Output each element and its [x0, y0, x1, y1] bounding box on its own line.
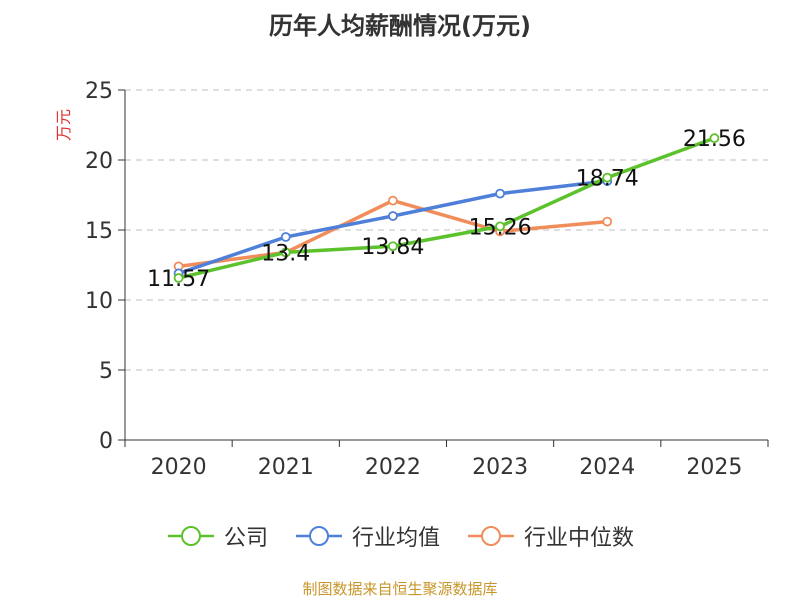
x-tick-label: 2022: [365, 455, 421, 480]
data-point: [709, 133, 720, 144]
y-tick-label: 25: [85, 79, 113, 104]
data-point: [388, 195, 398, 206]
data-point: [602, 172, 613, 183]
series-line: [176, 136, 717, 280]
legend: 公司 行业均值 行业中位数: [0, 520, 800, 552]
legend-line-circle-icon: [468, 526, 514, 546]
legend-label: 公司: [223, 526, 268, 551]
data-point: [495, 188, 505, 199]
y-tick-label: 0: [99, 429, 113, 454]
legend-item-2[interactable]: 行业中位数: [466, 520, 634, 552]
legend-item-1[interactable]: 行业均值: [294, 520, 440, 552]
legend-marker: [180, 526, 201, 546]
data-label: 11.57: [147, 267, 210, 292]
data-point: [388, 241, 398, 252]
data-label: 15.26: [469, 215, 532, 240]
data-label: 13.4: [261, 241, 310, 266]
y-tick-label: 20: [85, 149, 113, 174]
x-tick-label: 2020: [151, 455, 207, 480]
y-tick-label: 15: [85, 219, 113, 244]
series-lines: [173, 133, 720, 283]
chart-title: 历年人均薪酬情况(万元): [269, 12, 531, 40]
data-label: 21.56: [683, 127, 746, 152]
legend-line-circle-icon: [295, 526, 342, 546]
legend-item-0[interactable]: 公司: [166, 520, 268, 552]
legend-label: 行业中位数: [524, 526, 635, 551]
data-point: [602, 216, 613, 227]
x-tick-label: 2024: [579, 455, 635, 480]
data-point: [173, 273, 184, 283]
data-label: 13.84: [361, 235, 424, 260]
x-tick-label: 2021: [258, 455, 314, 480]
data-labels: 11.57 13.4 13.84 15.26 18.74 21.56: [147, 127, 746, 292]
y-tick-label: 5: [99, 359, 113, 384]
legend-line-circle-icon: [167, 526, 214, 546]
x-tick-label: 2025: [686, 455, 742, 480]
y-axis-title: 万元: [54, 109, 73, 141]
legend-marker: [481, 526, 501, 546]
series-0: [173, 133, 720, 283]
legend-marker: [308, 526, 329, 546]
x-tick-label: 2023: [472, 455, 528, 480]
data-point: [388, 211, 398, 221]
data-point: [280, 247, 291, 258]
legend-label: 行业均值: [351, 526, 440, 551]
gridlines: [125, 89, 768, 371]
y-tick-label: 10: [85, 289, 113, 314]
source-note: 制图数据来自恒生聚源数据库: [302, 580, 498, 598]
data-point: [280, 232, 291, 242]
data-label: 18.74: [576, 167, 639, 192]
data-point: [495, 221, 505, 232]
